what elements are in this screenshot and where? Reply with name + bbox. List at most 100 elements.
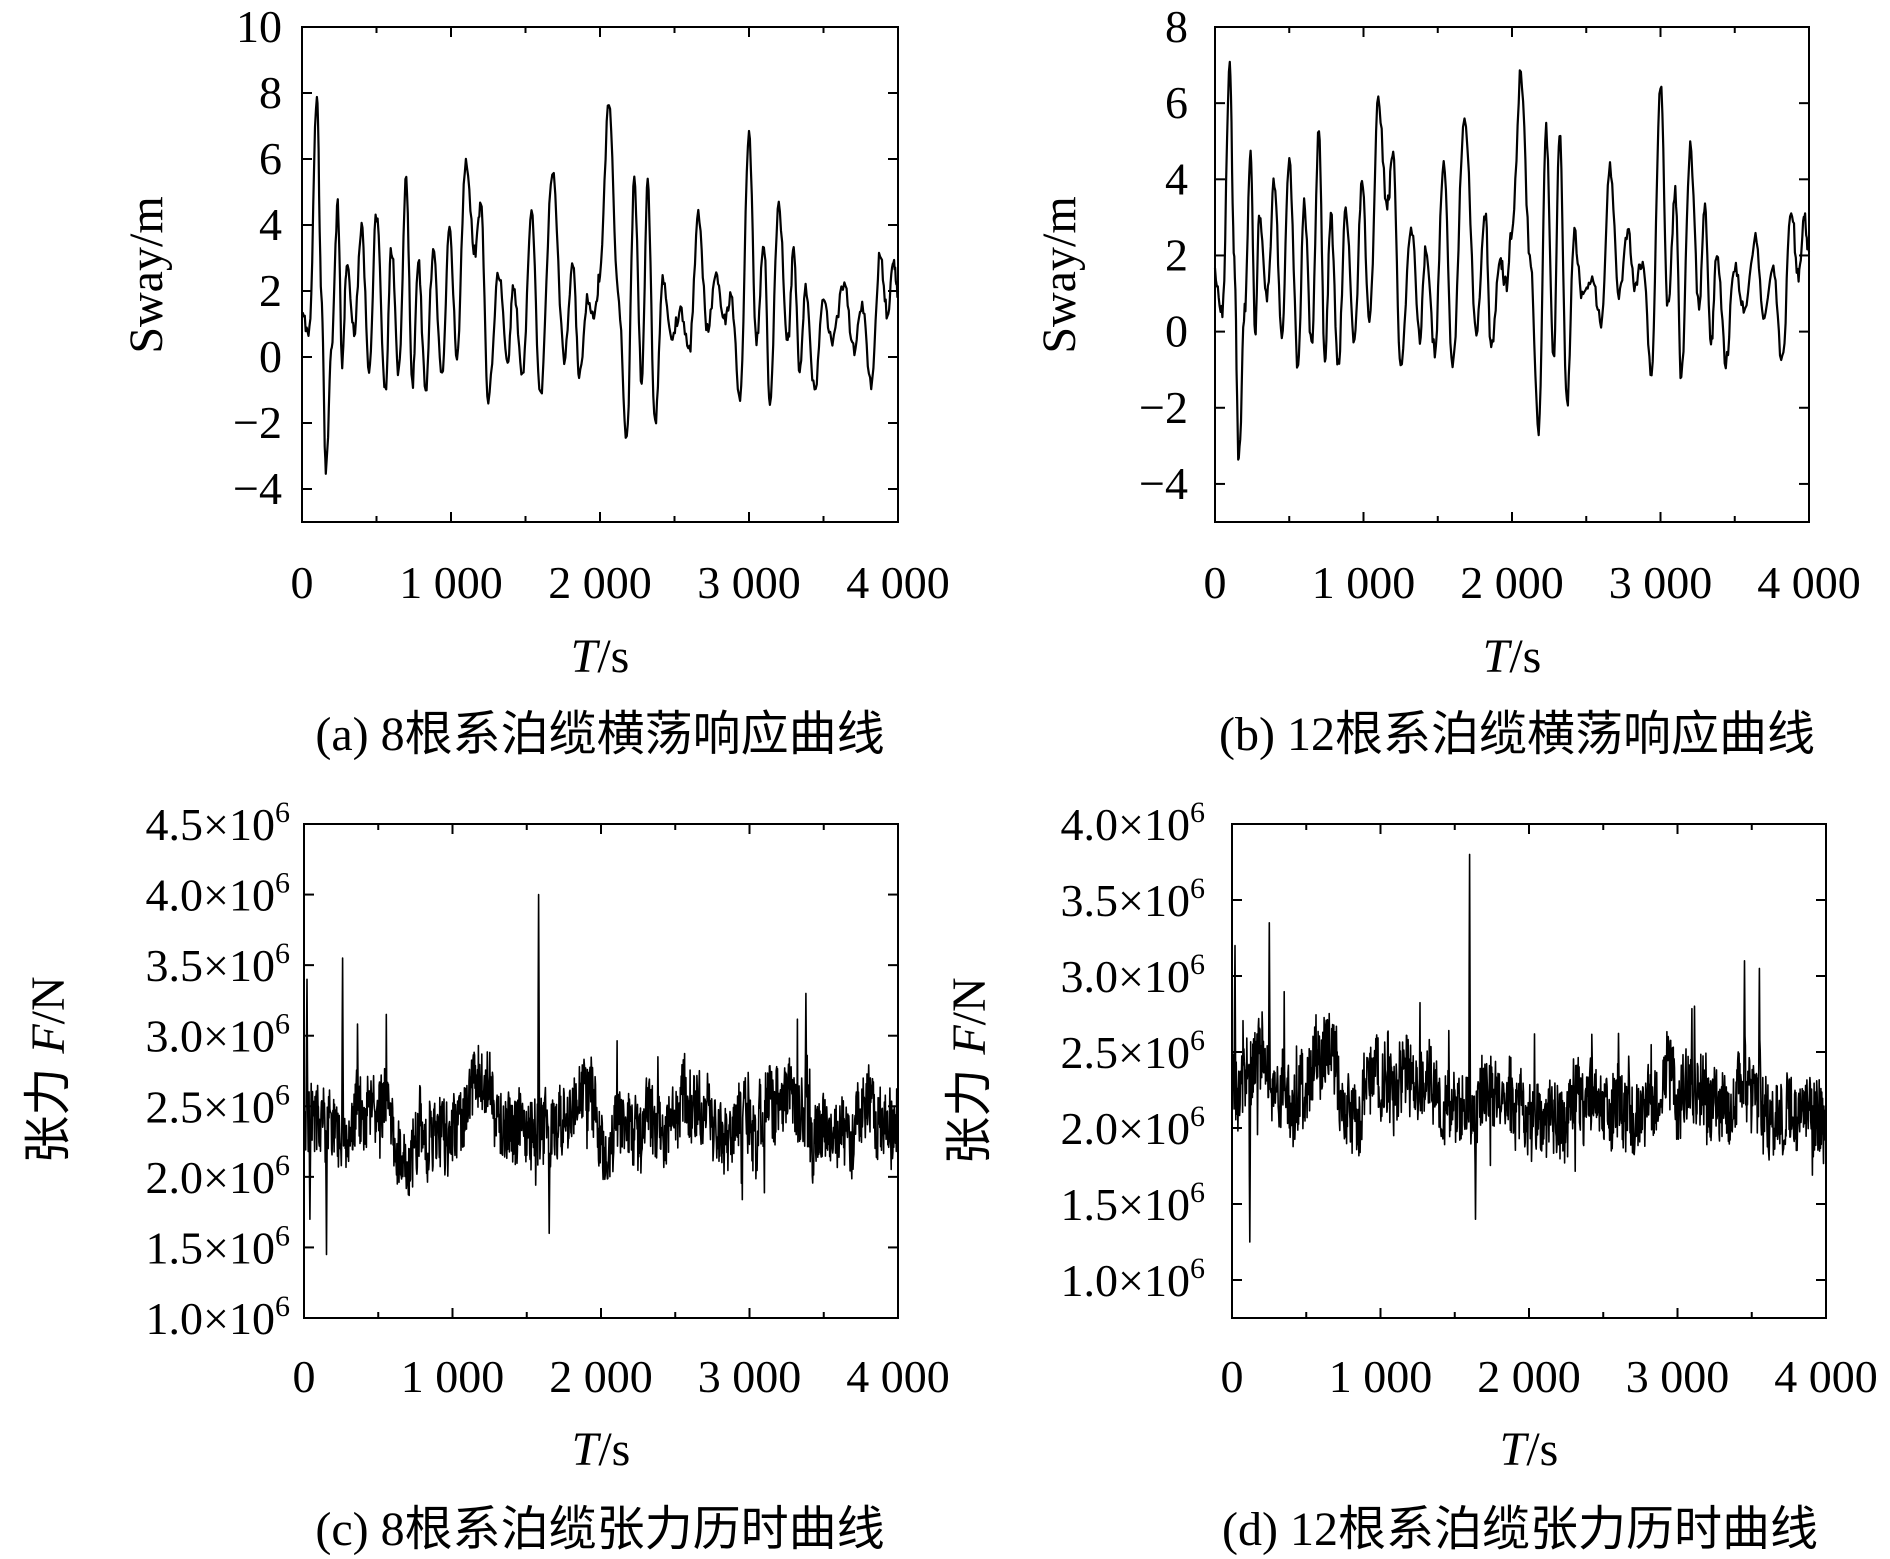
x-tick-label: 1 000	[399, 557, 503, 608]
y-tick-label: −2	[233, 397, 282, 448]
y-tick-label: 1.5×106	[146, 1219, 290, 1273]
y-tick-mantissa: 1.5	[1061, 1179, 1119, 1230]
y-tick-label: −2	[1139, 382, 1188, 433]
y-tick-times: ×10	[203, 1293, 275, 1344]
y-tick-label: 6	[259, 133, 282, 184]
x-axis-label-symbol: T	[1483, 630, 1513, 683]
x-axis-label-symbol: T	[571, 630, 601, 683]
y-tick-label: 0	[259, 331, 282, 382]
y-tick-times: ×10	[1118, 951, 1190, 1002]
y-tick-label: 4.0×106	[1061, 796, 1205, 850]
y-axis-label-unit: /N	[943, 977, 996, 1025]
y-tick-mantissa: 3.0	[146, 1011, 204, 1062]
y-tick-label: 6	[1165, 77, 1188, 128]
y-tick-label: 2.0×106	[1061, 1100, 1205, 1154]
y-axis-label: Sway/m	[120, 196, 173, 353]
x-axis-label-unit: /s	[598, 1423, 630, 1476]
sway-series-line	[1213, 60, 1811, 461]
y-tick-label: 8	[259, 67, 282, 118]
y-tick-times: ×10	[1118, 1027, 1190, 1078]
panel-caption: (a) 8根系泊缆横荡响应曲线	[315, 708, 884, 761]
y-tick-times: ×10	[203, 799, 275, 850]
x-tick-label: 4 000	[846, 1351, 950, 1402]
panel-a-sway-8-lines: 0 1 000 2 000 3 000 4 000 −4 −2 0 2 4 6 8 10 T/s Sway/…	[120, 1, 950, 761]
y-tick-mantissa: 3.5	[146, 940, 204, 991]
y-tick-label: 3.0×106	[146, 1008, 290, 1062]
y-axis-label: Sway/m	[1033, 196, 1086, 353]
y-axis-label-symbol: F	[943, 1025, 996, 1056]
y-tick-label: 2.5×106	[1061, 1024, 1205, 1078]
y-tick-label: −4	[1139, 458, 1188, 509]
y-tick-mantissa: 4.0	[1061, 799, 1119, 850]
panel-caption: (c) 8根系泊缆张力历时曲线	[315, 1503, 884, 1556]
y-tick-label: 0	[1165, 306, 1188, 357]
y-tick-exponent: 6	[275, 1290, 290, 1323]
x-axis-label: T/s	[1483, 630, 1542, 683]
y-axis-label-text: Sway/m	[1033, 196, 1086, 353]
y-tick-exponent: 6	[1190, 796, 1205, 829]
y-tick-mantissa: 1.0	[1061, 1255, 1119, 1306]
y-tick-label: −4	[233, 463, 282, 514]
y-tick-exponent: 6	[275, 796, 290, 829]
x-axis-label-symbol: T	[572, 1423, 602, 1476]
y-tick-exponent: 6	[275, 937, 290, 970]
x-tick-label: 4 000	[846, 557, 950, 608]
y-tick-times: ×10	[1118, 875, 1190, 926]
y-tick-exponent: 6	[275, 867, 290, 900]
y-tick-label: 2	[259, 265, 282, 316]
y-tick-label: 1.0×106	[1061, 1252, 1205, 1306]
x-tick-label: 4 000	[1774, 1351, 1878, 1402]
panel-caption: (b) 12根系泊缆横荡响应曲线	[1219, 708, 1815, 761]
y-tick-label: 4	[259, 199, 282, 250]
y-tick-label: 10	[236, 1, 282, 52]
y-tick-exponent: 6	[1190, 1252, 1205, 1285]
x-tick-label: 0	[293, 1351, 316, 1402]
x-tick-label: 4 000	[1757, 557, 1861, 608]
tension-series-line	[303, 893, 899, 1256]
y-tick-label: 4	[1165, 153, 1188, 204]
y-tick-mantissa: 3.0	[1061, 951, 1119, 1002]
sway-series-line	[301, 95, 900, 475]
x-tick-label: 3 000	[697, 557, 801, 608]
y-tick-label: 2.0×106	[146, 1149, 290, 1203]
y-tick-mantissa: 2.0	[146, 1152, 204, 1203]
y-tick-exponent: 6	[275, 1219, 290, 1252]
x-tick-label: 1 000	[1329, 1351, 1433, 1402]
y-tick-times: ×10	[203, 1152, 275, 1203]
y-tick-label: 1.5×106	[1061, 1176, 1205, 1230]
panel-b-sway-12-lines: 0 1 000 2 000 3 000 4 000 −4 −2 0 2 4 6 8 T/s Sway/m (…	[1033, 1, 1861, 761]
x-axis-label-symbol: T	[1500, 1423, 1530, 1476]
y-tick-mantissa: 4.5	[146, 799, 204, 850]
x-tick-label: 3 000	[1626, 1351, 1730, 1402]
y-tick-exponent: 6	[275, 1008, 290, 1041]
y-axis-label-cn: 张力	[943, 1069, 996, 1165]
x-tick-label: 2 000	[549, 1351, 653, 1402]
y-axis-label-unit: /N	[22, 976, 75, 1024]
x-axis-label: T/s	[572, 1423, 631, 1476]
y-tick-times: ×10	[203, 1011, 275, 1062]
y-tick-label: 3.5×106	[1061, 872, 1205, 926]
y-tick-times: ×10	[1118, 1179, 1190, 1230]
y-tick-mantissa: 2.5	[1061, 1027, 1119, 1078]
y-tick-times: ×10	[1118, 799, 1190, 850]
y-tick-label: 2	[1165, 229, 1188, 280]
y-tick-label: 2.5×106	[146, 1078, 290, 1132]
y-tick-mantissa: 1.5	[146, 1222, 204, 1273]
y-tick-mantissa: 3.5	[1061, 875, 1119, 926]
y-tick-label: 3.0×106	[1061, 948, 1205, 1002]
x-tick-label: 0	[1221, 1351, 1244, 1402]
y-axis-label-symbol: F	[22, 1024, 75, 1055]
y-tick-exponent: 6	[1190, 1100, 1205, 1133]
y-tick-label: 4.5×106	[146, 796, 290, 850]
y-tick-label: 4.0×106	[146, 867, 290, 921]
y-tick-times: ×10	[203, 940, 275, 991]
y-tick-times: ×10	[203, 1222, 275, 1273]
x-tick-label: 2 000	[548, 557, 652, 608]
y-tick-label: 3.5×106	[146, 937, 290, 991]
y-tick-times: ×10	[1118, 1255, 1190, 1306]
x-tick-label: 0	[1204, 557, 1227, 608]
y-tick-exponent: 6	[1190, 872, 1205, 905]
y-tick-exponent: 6	[275, 1149, 290, 1182]
x-tick-label: 2 000	[1460, 557, 1564, 608]
